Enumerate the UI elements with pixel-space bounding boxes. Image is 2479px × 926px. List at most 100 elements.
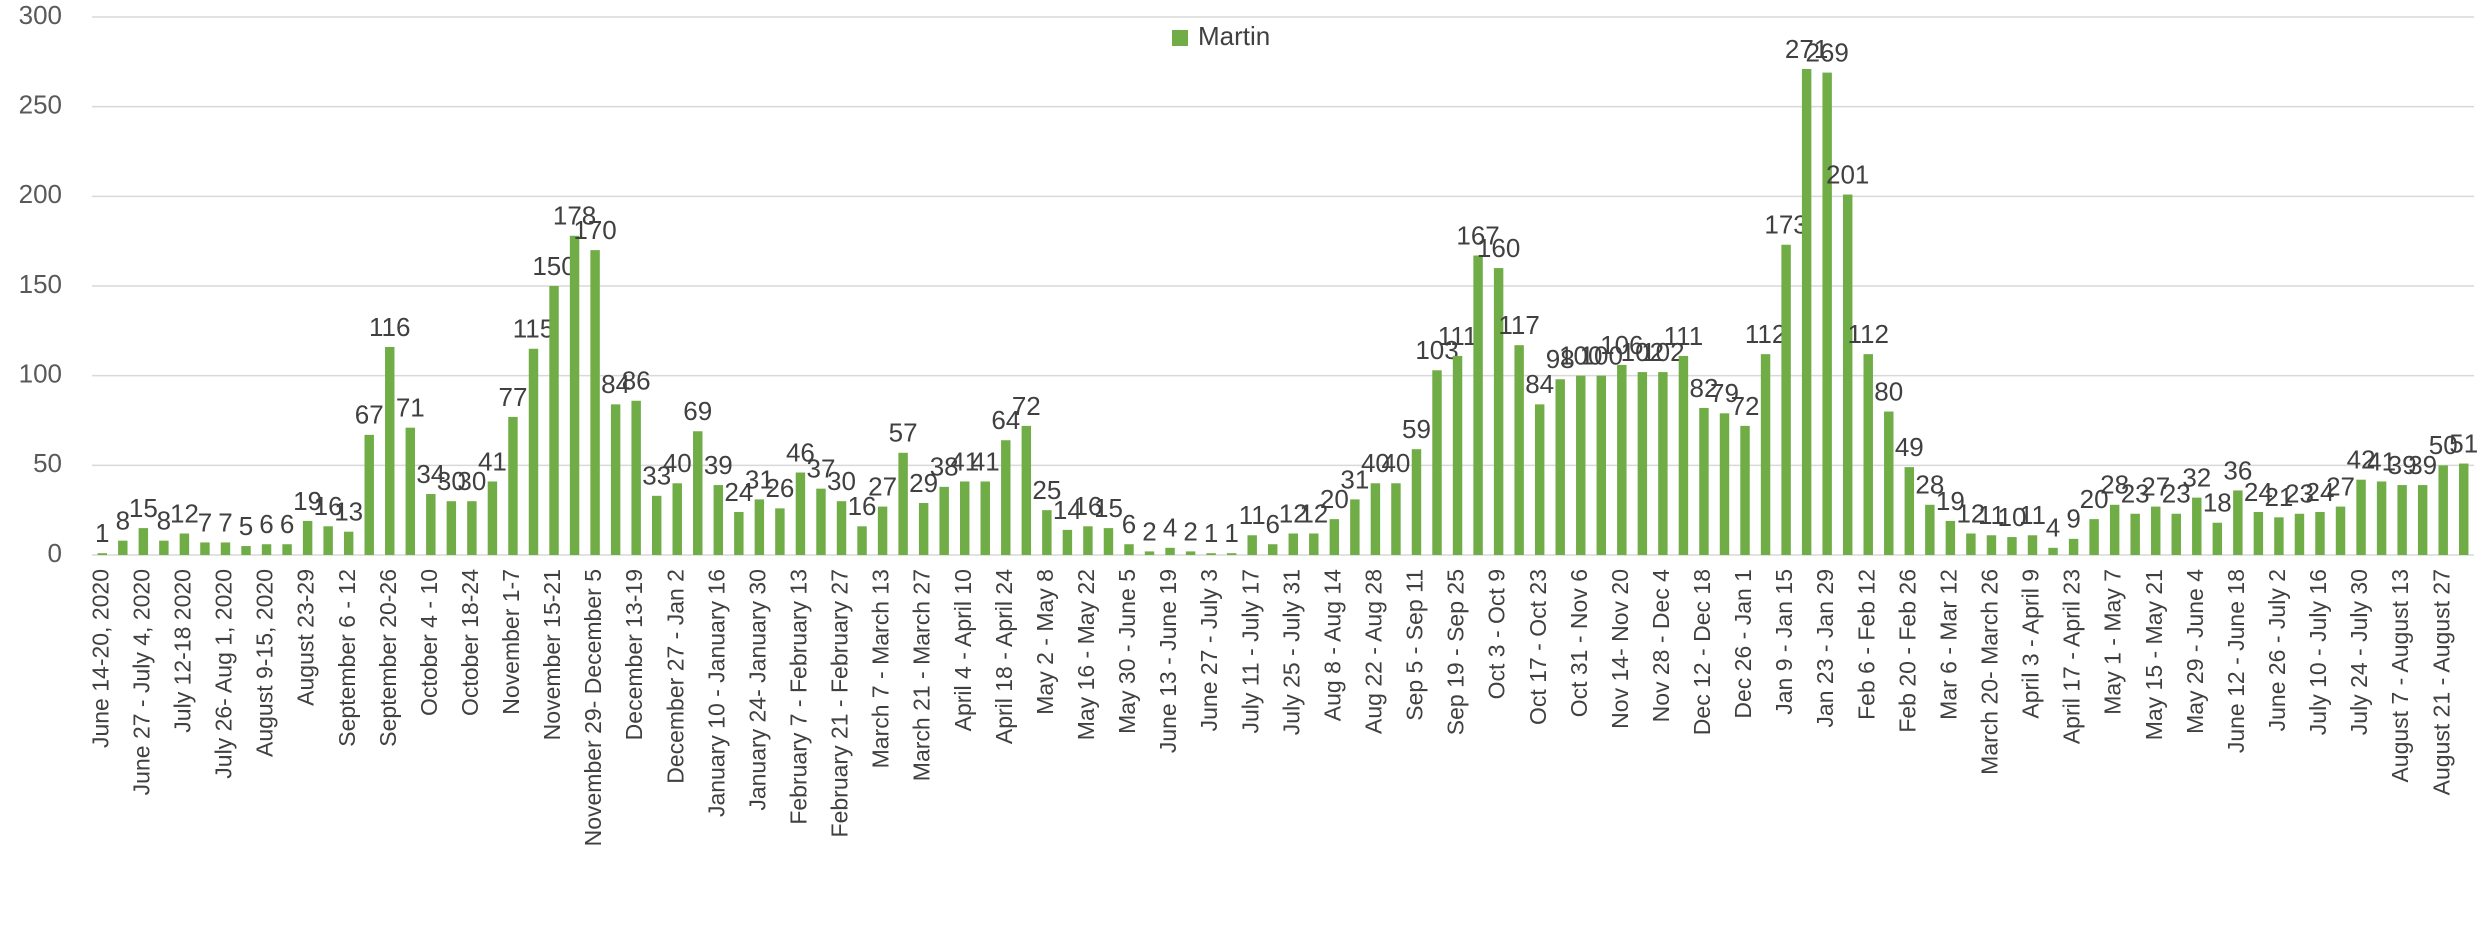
data-label: 112 [1745,319,1786,349]
x-tick-label: Jan 23 - Jan 29 [1812,569,1838,728]
data-label: 25 [1032,475,1061,505]
data-label: 80 [1874,376,1903,406]
x-tick-label: June 13 - June 19 [1155,569,1181,753]
bar [1576,375,1586,555]
data-label: 111 [1664,321,1704,351]
data-label: 115 [513,314,554,344]
x-tick-label: February 21 - February 27 [827,569,853,837]
bar [2438,465,2448,555]
x-tick-label: Oct 17 - Oct 23 [1525,569,1551,725]
bar [631,400,641,555]
bar [2048,547,2058,555]
bar [795,472,806,555]
bar [1144,551,1155,555]
bar [343,531,354,555]
x-tick-label: January 24- January 30 [744,569,770,811]
data-label: 31 [1340,464,1369,494]
data-label: 72 [1731,391,1760,421]
x-tick-label: June 26 - July 2 [2264,569,2290,731]
data-label: 112 [1848,319,1889,349]
bar [651,495,662,555]
data-label: 269 [1805,37,1848,67]
data-label: 82 [1689,373,1718,403]
data-label: 67 [355,400,384,430]
data-label: 10 [1998,502,2027,532]
data-label: 79 [1710,378,1739,408]
bar [1411,449,1422,555]
bar [1124,544,1134,555]
x-tick-label: November 15-21 [539,569,565,740]
bar [1719,413,1730,555]
bar [2007,537,2017,555]
bar [2027,535,2038,555]
bar [1658,372,1668,555]
bar [713,485,724,555]
data-label: 86 [622,366,651,396]
x-tick-label: Aug 22 - Aug 28 [1360,569,1386,734]
data-label: 41 [950,446,979,476]
data-label: 11 [2019,500,2046,530]
bar [775,508,785,555]
x-tick-label: June 14-20, 2020 [87,569,113,748]
x-tick-label: Sep 19 - Sep 25 [1443,569,1469,735]
data-label: 40 [663,448,692,478]
data-label: 36 [2223,455,2252,485]
bar [1247,535,1257,555]
data-label: 7 [218,507,232,537]
data-label: 6 [1122,509,1136,539]
legend-swatch [1172,30,1188,46]
bar [2356,479,2366,555]
bar [2171,513,2181,555]
x-tick-label: July 11 - July 17 [1237,569,1263,733]
bar [2315,511,2325,555]
data-label: 15 [1094,493,1123,523]
bar [1925,504,1935,555]
bar [1986,535,1997,555]
x-tick-label: December 27 - Jan 2 [662,569,688,784]
data-label: 27 [2141,471,2170,501]
data-label: 12 [1279,498,1308,528]
data-label: 111 [1438,321,1478,351]
bar [1842,194,1853,556]
bar [1268,544,1278,555]
bar [549,286,559,555]
bar [138,528,149,555]
data-label: 27 [868,471,897,501]
bar [282,544,292,555]
bar [959,481,970,555]
bar [2150,506,2161,555]
bar [446,501,457,555]
bar [1206,553,1216,555]
bar [2130,513,2140,555]
x-tick-label: January 10 - January 16 [703,569,729,817]
data-label: 116 [369,312,410,342]
data-label: 8 [116,506,130,536]
data-label: 30 [827,466,856,496]
data-label: 11 [1239,500,1266,530]
data-label: 4 [2046,513,2060,543]
data-label: 1 [1224,518,1238,548]
data-label: 6 [1265,509,1279,539]
x-tick-label: July 24 - July 30 [2346,569,2372,735]
x-tick-label: December 13-19 [621,569,647,740]
x-tick-label: Oct 3 - Oct 9 [1484,569,1510,699]
y-tick-label: 50 [33,448,62,478]
data-label: 26 [765,473,794,503]
data-label: 11 [1978,500,2005,530]
data-label: 20 [1320,484,1349,514]
x-tick-label: Nov 28 - Dec 4 [1648,569,1674,723]
data-label: 59 [1402,414,1431,444]
data-label: 16 [1073,491,1102,521]
bar [241,546,251,555]
bar [2089,519,2099,555]
data-label: 40 [1361,448,1390,478]
data-label: 39 [704,450,733,480]
data-label: 24 [2244,477,2273,507]
x-tick-label: May 29 - June 4 [2182,569,2208,734]
data-label: 41 [2367,446,2396,476]
data-label: 170 [573,215,616,245]
data-label: 30 [457,466,486,496]
bar [693,431,703,555]
x-tick-label: July 12-18 2020 [169,569,195,733]
bar [1555,379,1565,555]
